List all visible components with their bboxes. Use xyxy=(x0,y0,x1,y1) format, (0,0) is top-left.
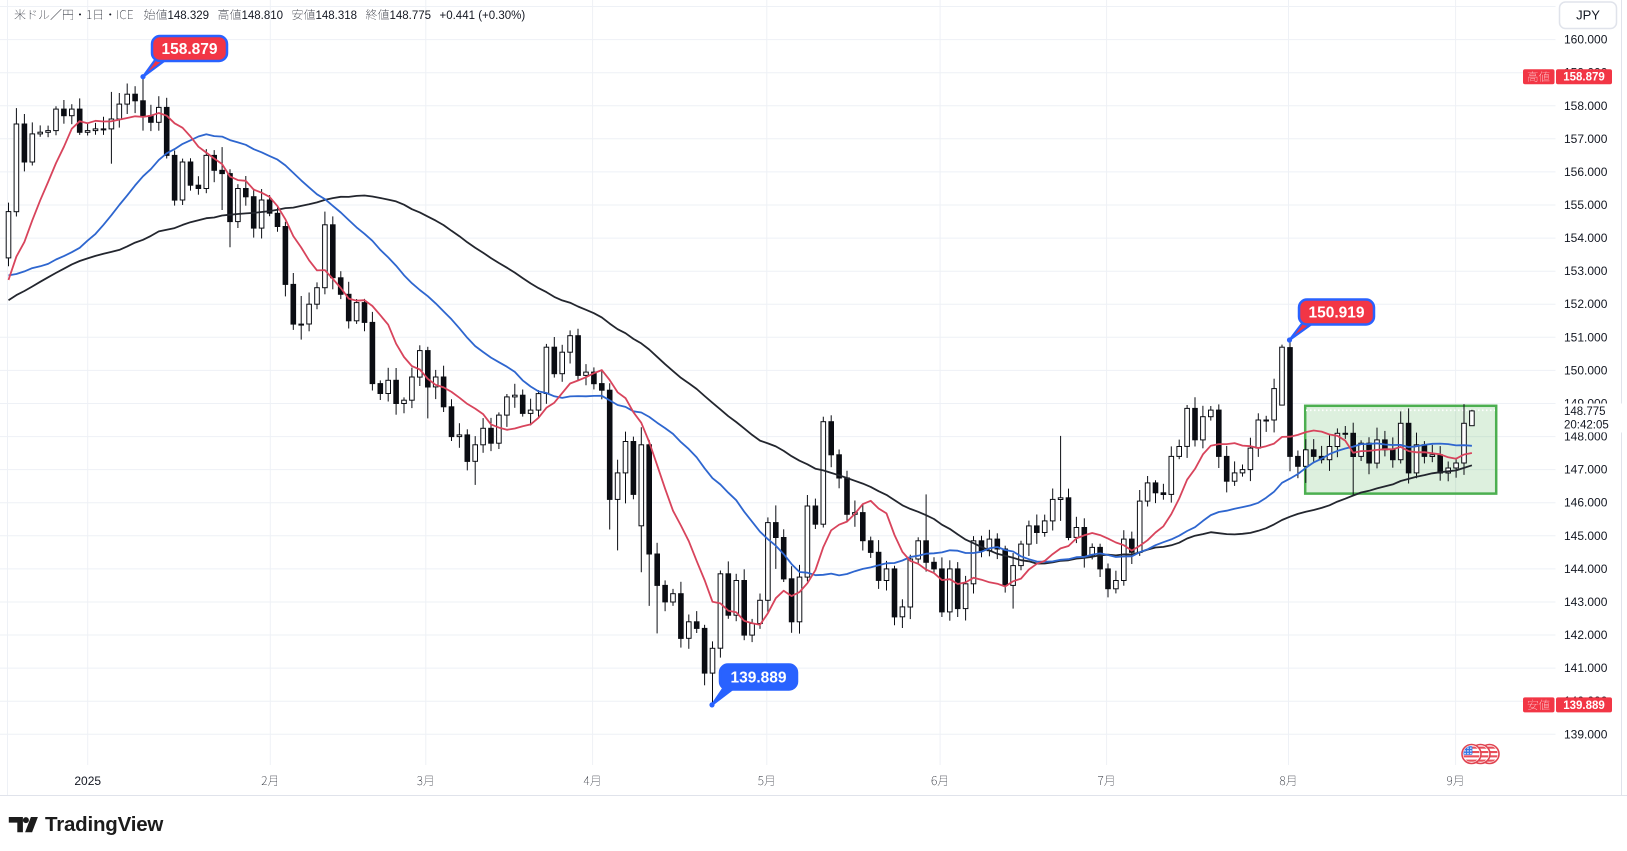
svg-text:150.919: 150.919 xyxy=(1308,305,1364,322)
svg-text:150.000: 150.000 xyxy=(1564,363,1608,377)
svg-text:154.000: 154.000 xyxy=(1564,231,1608,245)
svg-text:148.810: 148.810 xyxy=(242,10,284,22)
svg-text:JPY: JPY xyxy=(1576,8,1600,23)
svg-text:TradingView: TradingView xyxy=(45,813,163,836)
svg-text:160.000: 160.000 xyxy=(1564,33,1608,47)
svg-text:139.889: 139.889 xyxy=(730,670,786,687)
svg-text:158.000: 158.000 xyxy=(1564,99,1608,113)
svg-text:148.000: 148.000 xyxy=(1564,430,1608,444)
svg-text:148.329: 148.329 xyxy=(168,10,210,22)
svg-text:158.879: 158.879 xyxy=(1563,72,1605,84)
svg-text:156.000: 156.000 xyxy=(1564,165,1608,179)
svg-text:147.000: 147.000 xyxy=(1564,463,1608,477)
svg-text:139.000: 139.000 xyxy=(1564,727,1608,741)
svg-text:152.000: 152.000 xyxy=(1564,297,1608,311)
svg-text:148.775: 148.775 xyxy=(1564,406,1606,418)
svg-text:157.000: 157.000 xyxy=(1564,132,1608,146)
svg-text:139.889: 139.889 xyxy=(1563,700,1605,712)
svg-text:142.000: 142.000 xyxy=(1564,628,1608,642)
svg-text:153.000: 153.000 xyxy=(1564,264,1608,278)
svg-text:146.000: 146.000 xyxy=(1564,496,1608,510)
svg-text:+0.441 (+0.30%): +0.441 (+0.30%) xyxy=(440,10,526,22)
svg-text:148.318: 148.318 xyxy=(316,10,358,22)
svg-text:143.000: 143.000 xyxy=(1564,595,1608,609)
svg-text:144.000: 144.000 xyxy=(1564,562,1608,576)
svg-text:148.775: 148.775 xyxy=(390,10,432,22)
svg-text:145.000: 145.000 xyxy=(1564,529,1608,543)
svg-text:141.000: 141.000 xyxy=(1564,661,1608,675)
svg-text:151.000: 151.000 xyxy=(1564,330,1608,344)
svg-text:155.000: 155.000 xyxy=(1564,198,1608,212)
svg-text:2025: 2025 xyxy=(74,774,101,788)
svg-text:20:42:05: 20:42:05 xyxy=(1564,420,1609,432)
svg-text:158.879: 158.879 xyxy=(161,41,217,58)
